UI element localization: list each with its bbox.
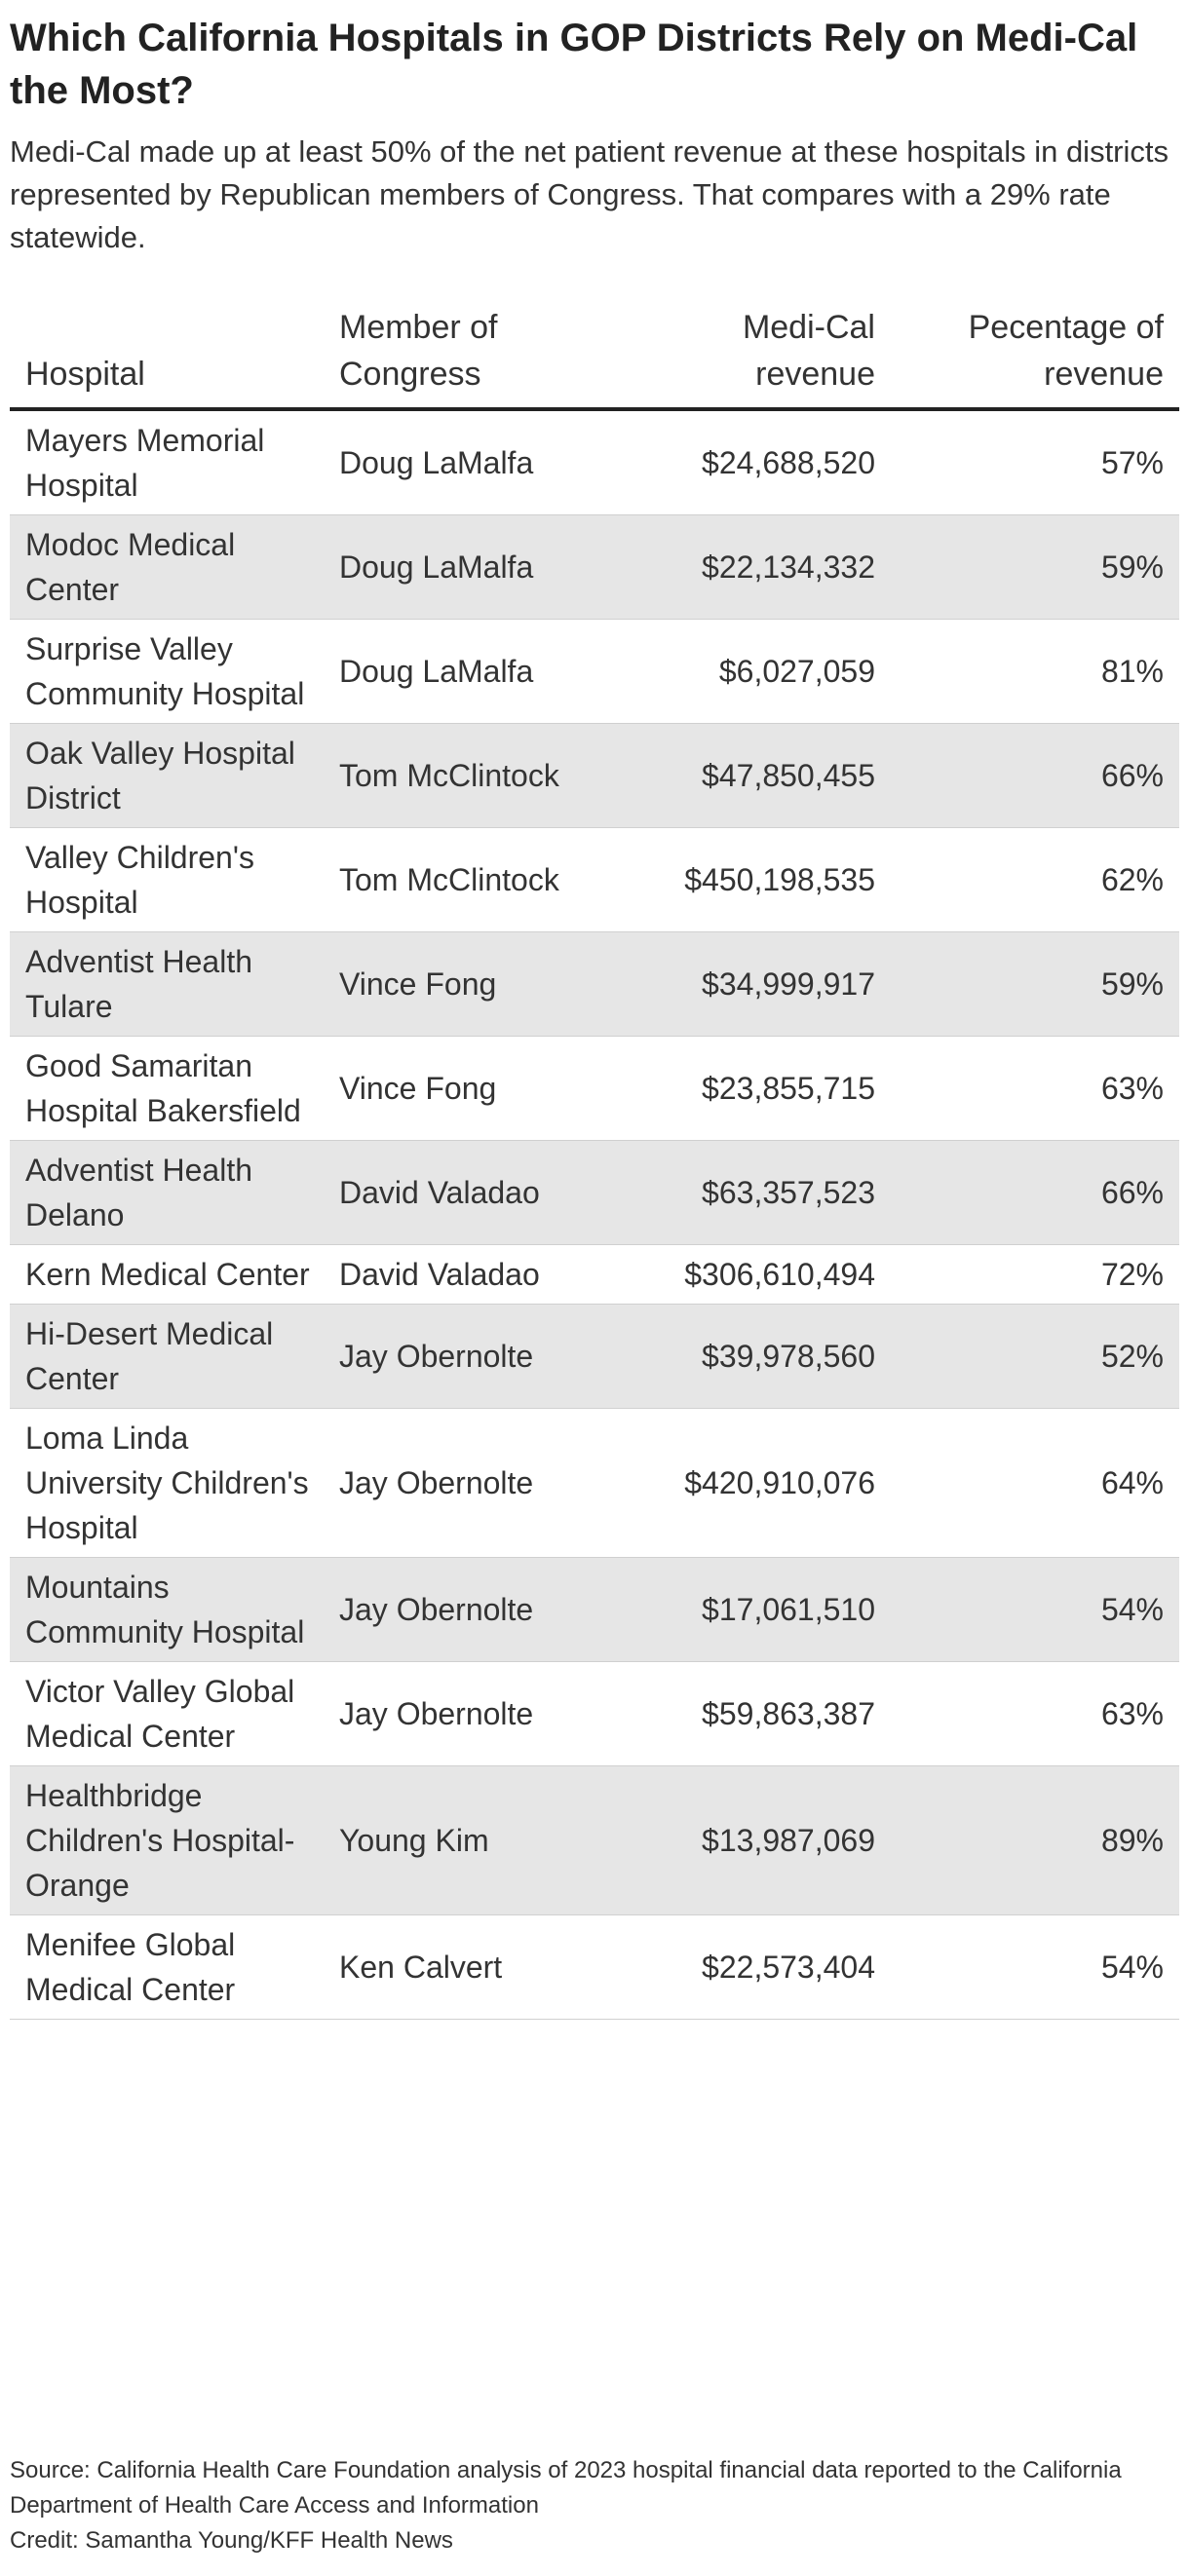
- percentage-cell: 89%: [891, 1765, 1179, 1915]
- hospital-cell: Mayers Memorial Hospital: [10, 409, 324, 515]
- table-row: Victor Valley Global Medical Center Jay O…: [10, 1661, 1179, 1766]
- revenue-cell: $63,357,523: [587, 1140, 891, 1245]
- revenue-cell: $39,978,560: [587, 1304, 891, 1409]
- table-row: Adventist Health Tulare Vince Fong $34,999…: [10, 931, 1179, 1037]
- source-note: Source: California Health Care Foundatio…: [10, 2457, 1122, 2519]
- member-cell: Doug LaMalfa: [324, 514, 587, 620]
- member-cell: Young Kim: [324, 1765, 587, 1915]
- percentage-cell: 54%: [891, 1557, 1179, 1662]
- member-cell: Vince Fong: [324, 1036, 587, 1141]
- column-header-hospital: Hospital: [10, 304, 324, 411]
- member-cell: David Valadao: [324, 1244, 587, 1305]
- revenue-cell: $6,027,059: [587, 619, 891, 724]
- table-row: Valley Children's Hospital Tom McClintock…: [10, 827, 1179, 932]
- column-header-revenue: Medi-Cal revenue: [587, 304, 891, 411]
- hospital-cell: Modoc Medical Center: [10, 514, 324, 620]
- member-cell: Vince Fong: [324, 931, 587, 1037]
- member-cell: Jay Obernolte: [324, 1661, 587, 1766]
- column-header-revenue-label: Medi-Cal revenue: [742, 309, 875, 393]
- column-header-member: Member of Congress: [324, 304, 587, 411]
- table-row: Mayers Memorial Hospital Doug LaMalfa $24,…: [10, 409, 1179, 515]
- hospital-cell: Oak Valley Hospital District: [10, 723, 324, 828]
- percentage-cell: 59%: [891, 514, 1179, 620]
- member-cell: Doug LaMalfa: [324, 409, 587, 515]
- revenue-cell: $450,198,535: [587, 827, 891, 932]
- table-header: Hospital Member of Congress Medi-Cal rev…: [10, 304, 1179, 411]
- percentage-cell: 66%: [891, 1140, 1179, 1245]
- revenue-cell: $306,610,494: [587, 1244, 891, 1305]
- table-row: Mountains Community Hospital Jay Obernolt…: [10, 1557, 1179, 1662]
- revenue-cell: $34,999,917: [587, 931, 891, 1037]
- header-row: Hospital Member of Congress Medi-Cal rev…: [10, 304, 1179, 411]
- hospital-cell: Adventist Health Tulare: [10, 931, 324, 1037]
- percentage-cell: 64%: [891, 1408, 1179, 1558]
- member-cell: Doug LaMalfa: [324, 619, 587, 724]
- member-cell: Tom McClintock: [324, 827, 587, 932]
- hospital-cell: Victor Valley Global Medical Center: [10, 1661, 324, 1766]
- percentage-cell: 81%: [891, 619, 1179, 724]
- percentage-cell: 59%: [891, 931, 1179, 1037]
- hospital-cell: Hi-Desert Medical Center: [10, 1304, 324, 1409]
- column-header-member-label: Member of Congress: [339, 309, 498, 393]
- member-cell: David Valadao: [324, 1140, 587, 1245]
- table-row: Loma Linda University Children's Hospita…: [10, 1408, 1179, 1558]
- hospital-cell: Surprise Valley Community Hospital: [10, 619, 324, 724]
- revenue-cell: $59,863,387: [587, 1661, 891, 1766]
- chart-container: Which California Hospitals in GOP Distri…: [10, 0, 1179, 2020]
- hospital-cell: Loma Linda University Children's Hospita…: [10, 1408, 324, 1558]
- revenue-cell: $22,573,404: [587, 1914, 891, 2020]
- percentage-cell: 54%: [891, 1914, 1179, 2020]
- hospital-cell: Kern Medical Center: [10, 1244, 324, 1305]
- percentage-cell: 66%: [891, 723, 1179, 828]
- member-cell: Jay Obernolte: [324, 1304, 587, 1409]
- percentage-cell: 63%: [891, 1661, 1179, 1766]
- revenue-cell: $24,688,520: [587, 409, 891, 515]
- chart-title: Which California Hospitals in GOP Distri…: [10, 17, 1138, 112]
- percentage-cell: 72%: [891, 1244, 1179, 1305]
- hospital-table: Hospital Member of Congress Medi-Cal rev…: [10, 304, 1179, 2020]
- member-cell: Ken Calvert: [324, 1914, 587, 2020]
- table-row: Oak Valley Hospital District Tom McClinto…: [10, 723, 1179, 828]
- hospital-cell: Mountains Community Hospital: [10, 1557, 324, 1662]
- member-cell: Jay Obernolte: [324, 1557, 587, 1662]
- revenue-cell: $23,855,715: [587, 1036, 891, 1141]
- revenue-cell: $13,987,069: [587, 1765, 891, 1915]
- table-row: Surprise Valley Community Hospital Doug L…: [10, 619, 1179, 724]
- table-body: Mayers Memorial Hospital Doug LaMalfa $24,…: [10, 409, 1179, 2020]
- table-row: Modoc Medical Center Doug LaMalfa $22,134,…: [10, 514, 1179, 620]
- member-cell: Tom McClintock: [324, 723, 587, 828]
- hospital-cell: Valley Children's Hospital: [10, 827, 324, 932]
- revenue-cell: $47,850,455: [587, 723, 891, 828]
- hospital-cell: Healthbridge Children's Hospital-Orange: [10, 1765, 324, 1915]
- revenue-cell: $22,134,332: [587, 514, 891, 620]
- table-row: Adventist Health Delano David Valadao $63,…: [10, 1140, 1179, 1245]
- credit-note: Credit: Samantha Young/KFF Health News: [10, 2527, 453, 2554]
- table-row: Healthbridge Children's Hospital-Orange Y…: [10, 1765, 1179, 1915]
- member-cell: Jay Obernolte: [324, 1408, 587, 1558]
- revenue-cell: $17,061,510: [587, 1557, 891, 1662]
- percentage-cell: 57%: [891, 409, 1179, 515]
- column-header-percentage-label: Pecentage of revenue: [968, 309, 1164, 393]
- table-row: Menifee Global Medical Center Ken Calvert…: [10, 1914, 1179, 2020]
- column-header-percentage: Pecentage of revenue: [891, 304, 1179, 411]
- table-row: Kern Medical Center David Valadao $306,610…: [10, 1244, 1179, 1305]
- percentage-cell: 63%: [891, 1036, 1179, 1141]
- revenue-cell: $420,910,076: [587, 1408, 891, 1558]
- hospital-cell: Menifee Global Medical Center: [10, 1914, 324, 2020]
- percentage-cell: 62%: [891, 827, 1179, 932]
- chart-subtitle: Medi-Cal made up at least 50% of the net…: [10, 134, 1170, 254]
- hospital-cell: Adventist Health Delano: [10, 1140, 324, 1245]
- percentage-cell: 52%: [891, 1304, 1179, 1409]
- table-row: Good Samaritan Hospital Bakersfield Vince…: [10, 1036, 1179, 1141]
- table-row: Hi-Desert Medical Center Jay Obernolte $39…: [10, 1304, 1179, 1409]
- hospital-cell: Good Samaritan Hospital Bakersfield: [10, 1036, 324, 1141]
- chart-footer: Source: California Health Care Foundatio…: [10, 2453, 1174, 2558]
